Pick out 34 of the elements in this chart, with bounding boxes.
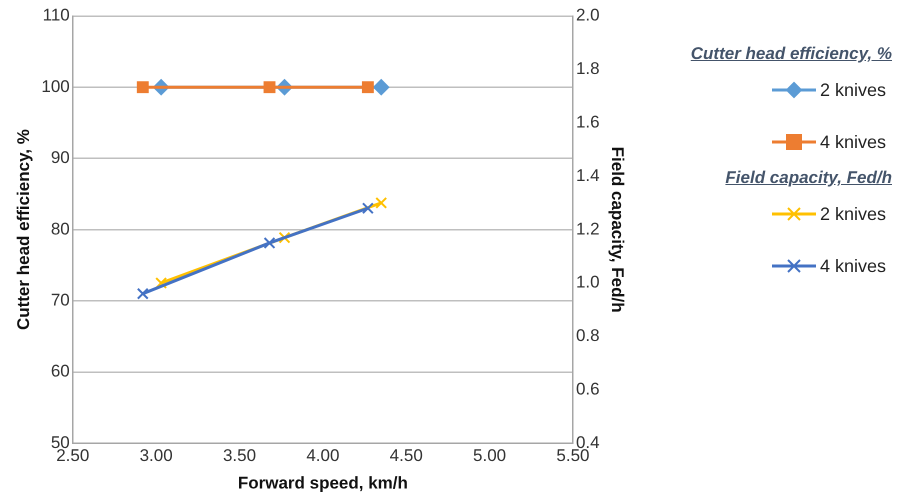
y2-tick-label: 1.8 [576,59,600,78]
y-tick-label: 110 [42,6,70,25]
point [155,277,168,289]
x-tick-label: 4.50 [390,446,423,466]
legend-label: 4 knives [820,256,886,276]
y2-tick-label: 1.2 [576,219,600,238]
point [375,196,388,209]
legend-label: 2 knives [820,80,886,100]
y2-tick-label: 2.0 [576,6,600,25]
y2-tick-label: 0.8 [576,326,600,346]
point [136,288,149,300]
y-tick-label: 80 [50,219,70,238]
legend-label: 2 knives [820,204,886,224]
x-tick-label: 3.00 [140,446,173,466]
y-tick-label: 90 [50,148,70,168]
point [362,202,374,214]
y-tick-label: 100 [41,76,70,96]
y-tick-label: 60 [50,362,70,381]
legend-label: 4 knives [820,132,886,152]
y2-tick-label: 0.6 [576,379,600,398]
x-axis-title: Forward speed, km/h [238,473,408,492]
y2-tick-label: 1.4 [576,166,600,185]
x-tick-label: 5.00 [473,446,506,466]
x-tick-label: 3.50 [222,446,256,466]
y2-tick-label: 1.6 [576,112,600,132]
y2-axis-title: Field capacity, Fed/h [608,146,628,313]
legend-title: Cutter head efficiency, % [690,44,892,64]
point [264,237,276,249]
y2-tick-label: 1.0 [576,272,600,292]
point [278,232,290,244]
y-tick-label: 70 [50,290,70,310]
text: Field capacity, Fed/h [724,168,892,188]
y-axis-title: Cutter head efficiency, % [14,129,33,330]
x-tick-label: 4.00 [306,446,340,466]
